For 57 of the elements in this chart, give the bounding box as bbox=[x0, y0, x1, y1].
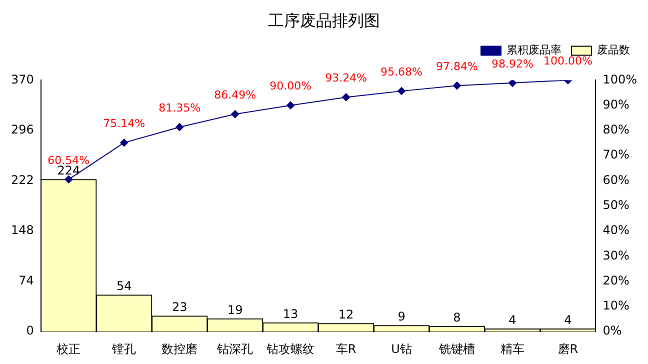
y2-tick-label: 60% bbox=[602, 172, 630, 187]
data-label: 13 bbox=[282, 306, 298, 321]
x-tick-label: 磨R bbox=[558, 342, 578, 356]
point bbox=[452, 82, 461, 90]
y2-tick-label: 90% bbox=[602, 97, 630, 112]
point bbox=[342, 93, 350, 102]
point bbox=[398, 87, 406, 96]
y-tick-label: 370 bbox=[11, 72, 34, 86]
data-label: 86.49% bbox=[214, 88, 256, 102]
y-tick-label: 0 bbox=[26, 324, 34, 338]
point bbox=[64, 175, 73, 184]
data-label: 93.24% bbox=[325, 72, 368, 85]
y2-tick-label: 70% bbox=[602, 148, 630, 162]
y2-tick-label: 50% bbox=[602, 198, 630, 212]
x-tick-label: 钻深孔 bbox=[216, 342, 254, 356]
data-label: 98.92% bbox=[492, 57, 534, 70]
x-tick-label: U钻 bbox=[391, 342, 412, 356]
y-tick-label: 148 bbox=[11, 223, 34, 238]
point bbox=[120, 138, 128, 147]
y2-tick-label: 20% bbox=[602, 273, 630, 288]
point bbox=[176, 123, 184, 132]
y-tick-label: 74 bbox=[18, 273, 34, 288]
y2-tick-label: 0% bbox=[602, 324, 622, 338]
point bbox=[286, 101, 295, 110]
chart-title: 工序废品排列图 bbox=[268, 10, 380, 30]
point bbox=[231, 110, 240, 118]
data-label: 90.00% bbox=[270, 80, 312, 93]
x-tick-label: 精车 bbox=[500, 342, 524, 356]
data-label: 9 bbox=[398, 310, 406, 324]
data-label: 8 bbox=[453, 310, 461, 324]
x-tick-label: 校正 bbox=[56, 342, 81, 356]
x-tick-label: 钻攻螺纹 bbox=[266, 342, 315, 356]
point bbox=[508, 80, 516, 87]
legend-label: 废品数 bbox=[597, 44, 630, 57]
data-label: 4 bbox=[564, 313, 572, 328]
data-label: 75.14% bbox=[103, 117, 146, 130]
y-tick-label: 222 bbox=[11, 172, 34, 187]
x-tick-label: 车R bbox=[336, 342, 356, 356]
x-tick-label: 数控磨 bbox=[162, 342, 198, 356]
y2-tick-label: 30% bbox=[602, 248, 630, 262]
y-tick-label: 296 bbox=[11, 122, 34, 137]
data-label: 100.00% bbox=[543, 54, 592, 68]
data-label: 12 bbox=[338, 308, 354, 322]
data-label: 95.68% bbox=[380, 65, 422, 78]
data-label: 81.35% bbox=[158, 101, 201, 114]
x-tick-label: 铣键槽 bbox=[438, 342, 475, 356]
legend-label: 累积废品率 bbox=[506, 44, 562, 57]
data-label: 19 bbox=[227, 302, 243, 317]
data-label: 97.84% bbox=[436, 60, 478, 73]
x-tick-label: 镗孔 bbox=[111, 342, 136, 356]
data-label: 4 bbox=[508, 313, 516, 328]
y2-tick-label: 10% bbox=[602, 298, 630, 313]
data-label: 54 bbox=[116, 279, 132, 294]
y2-tick-label: 40% bbox=[602, 223, 630, 238]
y2-tick-label: 100% bbox=[602, 72, 638, 86]
data-label: 23 bbox=[172, 300, 188, 314]
y2-tick-label: 80% bbox=[602, 122, 630, 137]
